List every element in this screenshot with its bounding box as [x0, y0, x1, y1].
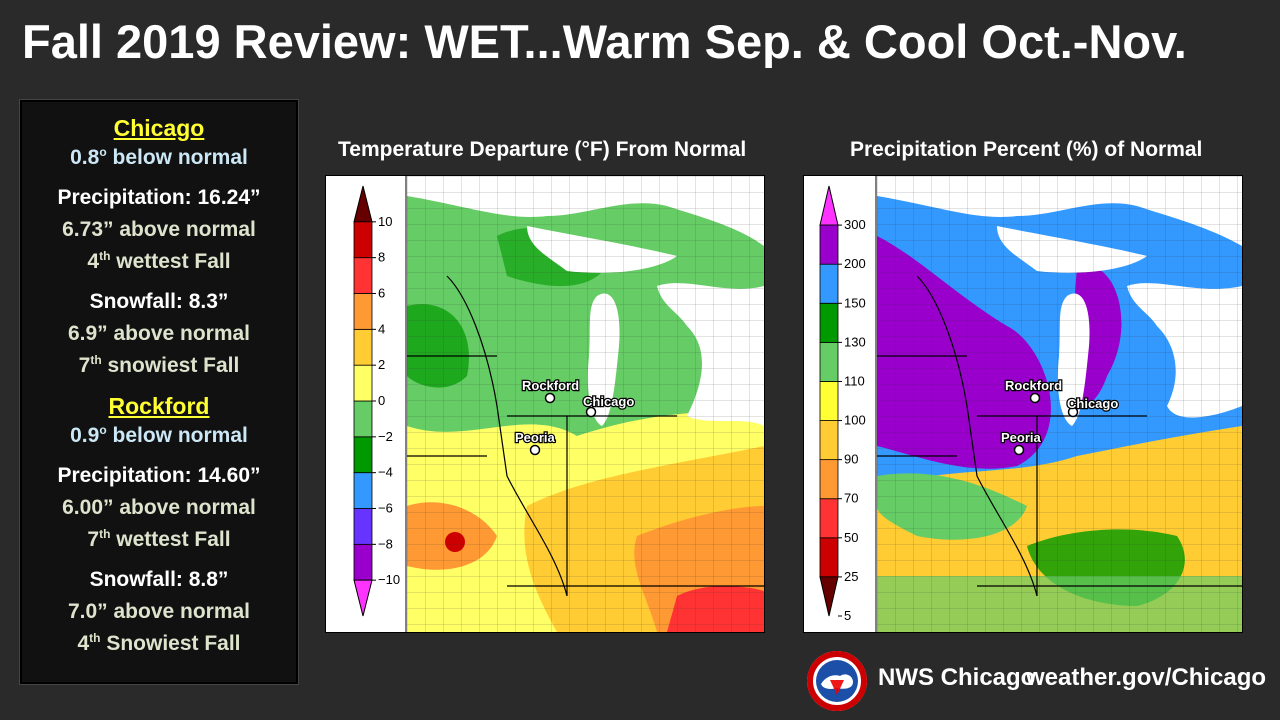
precip-legend-bg [804, 176, 876, 632]
svg-text:Chicago: Chicago [1067, 396, 1118, 411]
rockford-temp: 0.9o below normal [70, 423, 248, 447]
chicago-precip-above: 6.73” above normal [62, 218, 256, 241]
temp-legend-tick-label: 2 [378, 357, 385, 372]
precip-legend-swatch [819, 341, 839, 382]
temp-legend-tick-label: 6 [378, 286, 385, 301]
precip-county-grid [877, 176, 1242, 632]
precip-legend-swatch [819, 459, 839, 500]
chicago-precip: Precipitation: 16.24” [57, 186, 261, 209]
precip-legend-tick-label: 25 [844, 569, 858, 584]
temp-legend-tick-label: −8 [378, 536, 393, 551]
precip-legend-swatch [819, 537, 839, 578]
chicago-snow-rank: 7th snowiest Fall [78, 353, 240, 377]
temp-county-grid [407, 176, 764, 632]
footer-url[interactable]: weather.gov/Chicago [1026, 664, 1267, 691]
rockford-snow-rank: 4th Snowiest Fall [77, 631, 241, 655]
precip-chicago-marker: Chicago [1066, 395, 1120, 418]
temp-legend-tick-label: −6 [378, 501, 393, 516]
temp-legend-swatch [353, 472, 373, 509]
rockford-precip-above: 6.00” above normal [62, 496, 256, 519]
precip-legend-tick-label: 70 [844, 491, 858, 506]
precip-map-title: Precipitation Percent (%) of Normal [850, 138, 1203, 161]
precip-state-borders [877, 275, 1242, 597]
rockford-heading: Rockford [108, 393, 210, 419]
temp-legend-swatch [353, 543, 373, 581]
precip-legend-swatch [819, 381, 839, 421]
precip-legend-tick-label: 110 [844, 373, 865, 388]
nws-logo-icon [807, 651, 867, 711]
temp-chicago-marker: Chicago [582, 393, 636, 418]
temp-legend-tick-label: 10 [378, 214, 392, 229]
temp-legend-swatch [353, 293, 373, 330]
temp-map-title: Temperature Departure (°F) From Normal [338, 138, 747, 161]
temp-legend-swatch [353, 328, 373, 366]
temp-legend-tick-label: −2 [378, 429, 393, 444]
precip-legend-tick-label: 150 [844, 295, 866, 310]
chicago-temp: 0.8o below normal [70, 145, 248, 169]
precip-legend-tick-label: 200 [844, 256, 866, 271]
precip-rockford-marker: Rockford [1004, 377, 1063, 404]
footer-office: NWS Chicago [878, 664, 1036, 691]
precip-legend-swatch [819, 498, 839, 539]
precip-legend-tick-label: 50 [844, 530, 858, 545]
temp-legend-tip-bottom [353, 579, 373, 617]
precip-legend-swatch [819, 263, 839, 304]
precip-legend-tick-label: 90 [844, 452, 858, 467]
precip-map: Rockford Chicago Peoria 300 200 150 130 110 1… [803, 175, 1243, 633]
page-title: Fall 2019 Review: WET...Warm Sep. & Cool… [22, 15, 1187, 68]
temp-legend: 10 8 6 4 2 0 −2 −4 −6 −8 −10 [353, 185, 400, 617]
summary-panel: Chicago 0.8o below normal Precipitation:… [20, 100, 298, 684]
chicago-heading: Chicago [113, 115, 205, 141]
precip-peoria-marker: Peoria [1000, 429, 1043, 456]
precip-legend-tick-label: 100 [844, 413, 866, 428]
temp-map: Rockford Chicago Peoria 10 8 6 4 2 0 −2 −4 −6 −8 −… [325, 175, 765, 633]
temp-legend-swatch [353, 221, 373, 259]
precip-map-svg: Rockford Chicago Peoria 300 200 150 130 110 1… [804, 176, 1242, 632]
chicago-snow: Snowfall: 8.3” [89, 290, 229, 313]
rockford-precip-rank: 7th wettest Fall [87, 527, 231, 551]
temp-legend-swatch [353, 436, 373, 474]
temp-legend-tick-label: −10 [378, 572, 400, 587]
chicago-snow-above: 6.9” above normal [67, 322, 251, 345]
precip-legend-swatch [819, 420, 839, 461]
precip-legend: 300 200 150 130 110 100 90 70 50 25 5 [819, 185, 866, 623]
svg-text:Peoria: Peoria [515, 430, 556, 445]
rockford-snow-above: 7.0” above normal [67, 600, 251, 623]
chicago-precip-rank: 4th wettest Fall [87, 249, 231, 273]
temp-legend-swatch [353, 364, 373, 402]
svg-text:Rockford: Rockford [1005, 378, 1062, 393]
precip-legend-tick-label: 300 [844, 217, 866, 232]
precip-legend-tick-label: 5 [844, 608, 851, 623]
temp-legend-swatch [353, 508, 373, 545]
temp-legend-swatch [353, 257, 373, 294]
temp-legend-tick-label: 8 [378, 250, 385, 265]
svg-text:Peoria: Peoria [1001, 430, 1042, 445]
precip-legend-swatch [819, 224, 839, 265]
svg-text:Rockford: Rockford [522, 378, 579, 393]
temp-map-svg: Rockford Chicago Peoria 10 8 6 4 2 0 −2 −4 −6 −8 −… [326, 176, 764, 632]
svg-text:Chicago: Chicago [583, 394, 634, 409]
temp-legend-tick-label: 0 [378, 393, 385, 408]
temp-legend-tick-label: 4 [378, 321, 385, 336]
temp-legend-tick-label: −4 [378, 465, 393, 480]
temp-legend-swatch [353, 400, 373, 438]
temp-peoria-marker: Peoria [514, 429, 557, 456]
precip-legend-swatch [819, 302, 839, 343]
precip-legend-tip-bottom [819, 576, 839, 617]
rockford-precip: Precipitation: 14.60” [57, 464, 261, 487]
precip-legend-tick-label: 130 [844, 334, 866, 349]
temp-rockford-marker: Rockford [521, 377, 580, 404]
rockford-snow: Snowfall: 8.8” [89, 568, 229, 591]
